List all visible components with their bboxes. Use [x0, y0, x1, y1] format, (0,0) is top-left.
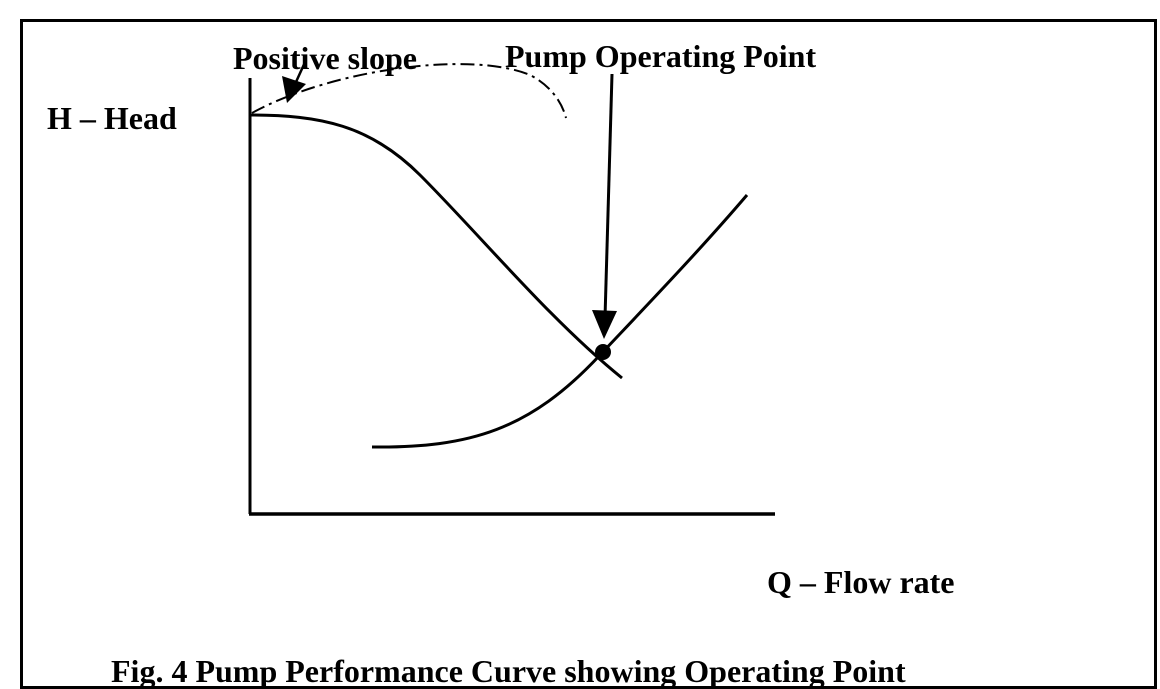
figure-caption: Fig. 4 Pump Performance Curve showing Op… — [111, 653, 906, 689]
figure-frame — [20, 19, 1157, 689]
positive-slope-curve — [251, 63, 567, 119]
positive-slope-label: Positive slope — [233, 40, 417, 76]
positive-slope-arrow-head — [282, 76, 306, 103]
pump-head-curve — [249, 113, 623, 380]
y-axis-label: H – Head — [47, 100, 177, 136]
operating-point-arrow-head — [592, 310, 617, 339]
operating-point-label: Pump Operating Point — [505, 38, 817, 74]
operating-point-arrow-shaft — [603, 73, 614, 319]
x-axis-label: Q – Flow rate — [767, 564, 955, 600]
positive-slope-arrow-shaft — [294, 59, 308, 83]
operating-point-marker — [595, 344, 611, 360]
